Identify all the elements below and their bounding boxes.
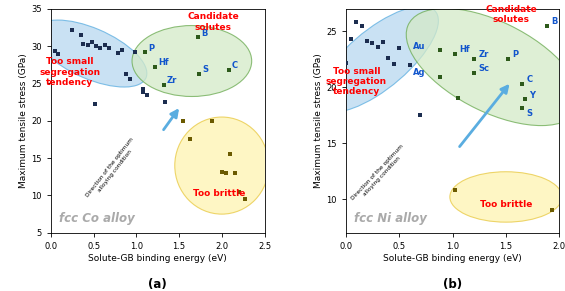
Text: P: P	[148, 44, 154, 53]
Text: Direction of the optimum
alloying condition: Direction of the optimum alloying condit…	[85, 137, 140, 202]
Ellipse shape	[132, 26, 251, 97]
Text: B: B	[551, 17, 557, 26]
Text: Sc: Sc	[478, 64, 489, 73]
Text: Too small
segregation
tendency: Too small segregation tendency	[326, 67, 387, 96]
Text: Ag: Ag	[413, 68, 425, 77]
Text: C: C	[526, 75, 532, 84]
Y-axis label: Maximum tensile stress (GPa): Maximum tensile stress (GPa)	[314, 53, 323, 188]
Text: C: C	[232, 61, 238, 70]
Text: Too small
segregation
tendency: Too small segregation tendency	[39, 57, 100, 87]
Text: P: P	[512, 50, 519, 59]
Text: fcc Co alloy: fcc Co alloy	[59, 212, 135, 225]
Text: B: B	[201, 29, 208, 38]
Ellipse shape	[406, 8, 565, 126]
Ellipse shape	[317, 6, 438, 112]
Text: Zr: Zr	[167, 77, 177, 86]
Text: Au: Au	[413, 42, 425, 51]
Text: Candidate
solutes: Candidate solutes	[188, 13, 239, 32]
X-axis label: Solute-GB binding energy (eV): Solute-GB binding energy (eV)	[88, 253, 227, 262]
Text: Candidate
solutes: Candidate solutes	[485, 5, 537, 24]
Ellipse shape	[450, 172, 562, 222]
Text: fcc Ni alloy: fcc Ni alloy	[354, 212, 427, 225]
Ellipse shape	[35, 20, 147, 87]
Text: S: S	[202, 65, 208, 74]
Text: Too brittle: Too brittle	[480, 200, 532, 209]
Text: Too brittle: Too brittle	[193, 189, 245, 198]
X-axis label: Solute-GB binding energy (eV): Solute-GB binding energy (eV)	[383, 253, 522, 262]
Y-axis label: Maximum tensile stress (GPa): Maximum tensile stress (GPa)	[19, 53, 28, 188]
Ellipse shape	[175, 117, 269, 214]
Text: Direction of the optimum
alloying condition: Direction of the optimum alloying condit…	[350, 144, 409, 205]
Text: Zr: Zr	[478, 50, 489, 59]
Text: Y: Y	[529, 91, 536, 100]
Text: (b): (b)	[443, 278, 462, 291]
Text: S: S	[526, 109, 532, 118]
Text: Hf: Hf	[159, 58, 169, 68]
Text: (a): (a)	[148, 278, 167, 291]
Text: Hf: Hf	[459, 45, 470, 54]
